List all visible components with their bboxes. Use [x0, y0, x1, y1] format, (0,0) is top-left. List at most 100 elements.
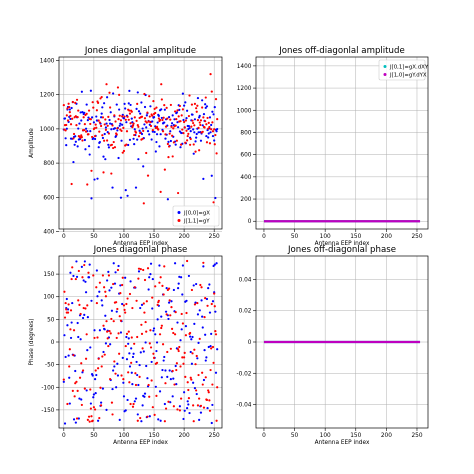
data-point	[146, 377, 149, 380]
data-point	[215, 152, 218, 155]
data-point	[195, 282, 198, 286]
data-point	[125, 143, 128, 146]
data-point	[93, 127, 96, 130]
data-point	[122, 149, 126, 153]
data-point	[71, 301, 74, 305]
data-point	[191, 335, 194, 339]
data-point	[203, 316, 206, 319]
data-point	[137, 135, 141, 138]
data-point	[134, 372, 137, 375]
data-point	[181, 264, 184, 267]
data-point	[98, 281, 101, 284]
data-point	[178, 108, 181, 111]
data-point	[211, 383, 214, 386]
data-point	[87, 415, 91, 418]
data-point	[134, 186, 138, 189]
x-tick-label: 100	[320, 234, 331, 240]
data-point	[151, 296, 154, 299]
data-point	[143, 395, 146, 398]
x-tick-label: 150	[148, 234, 159, 240]
data-point	[179, 365, 182, 368]
data-point	[116, 268, 120, 272]
data-point	[136, 419, 139, 422]
data-point	[163, 402, 166, 406]
data-point	[206, 116, 209, 120]
data-point	[77, 335, 80, 339]
y-axis-label: Amplitude	[29, 128, 35, 158]
data-point	[63, 290, 66, 293]
data-point	[214, 133, 217, 137]
data-point	[66, 107, 69, 110]
data-point	[143, 105, 147, 109]
data-point	[109, 106, 112, 109]
data-point	[154, 150, 157, 153]
data-point	[74, 115, 77, 118]
data-point	[103, 132, 106, 136]
data-point	[188, 94, 191, 97]
data-point	[204, 333, 207, 336]
data-point	[189, 137, 192, 141]
data-point	[166, 375, 169, 378]
y-tick-label: 0.04	[239, 277, 252, 283]
data-point	[97, 367, 100, 370]
data-point	[194, 301, 197, 304]
data-point	[178, 405, 181, 408]
data-point	[137, 158, 140, 161]
data-point	[169, 118, 172, 121]
data-point	[107, 146, 111, 149]
data-point	[72, 132, 76, 136]
data-point	[74, 101, 77, 104]
data-point	[104, 126, 108, 129]
data-point	[140, 420, 143, 423]
data-point	[214, 98, 218, 101]
data-point	[173, 383, 176, 386]
data-point	[75, 98, 79, 101]
data-point	[71, 117, 74, 120]
data-point	[81, 371, 84, 374]
data-point	[176, 126, 180, 129]
data-point	[123, 115, 126, 118]
data-point	[83, 122, 86, 126]
data-point	[139, 112, 142, 115]
data-point	[100, 112, 103, 115]
data-point	[124, 344, 127, 348]
data-point	[74, 421, 77, 424]
data-point	[146, 111, 149, 114]
data-point	[208, 311, 212, 314]
data-point	[70, 182, 73, 186]
data-point	[182, 132, 185, 135]
data-point	[78, 376, 82, 379]
data-point	[174, 143, 177, 146]
data-point	[98, 329, 101, 332]
data-point	[207, 391, 210, 394]
data-point	[115, 336, 118, 340]
data-point	[98, 290, 101, 293]
data-point	[202, 113, 206, 116]
data-point	[180, 276, 183, 279]
data-point	[193, 124, 196, 127]
data-point	[167, 400, 170, 403]
data-point	[149, 273, 152, 276]
data-point	[117, 264, 120, 268]
data-point	[133, 143, 136, 146]
data-point	[183, 120, 186, 124]
data-point	[155, 106, 158, 109]
data-point	[213, 305, 216, 308]
data-point	[122, 117, 126, 120]
data-point	[112, 140, 115, 144]
data-point	[164, 382, 167, 385]
data-point	[193, 348, 196, 351]
data-point	[195, 132, 198, 136]
data-point	[63, 316, 67, 319]
data-point	[96, 336, 99, 339]
data-point	[91, 419, 94, 422]
data-point	[89, 118, 92, 121]
data-point	[83, 260, 86, 263]
y-tick-label: 50	[47, 317, 55, 323]
data-point	[152, 115, 156, 119]
data-point	[160, 83, 163, 86]
data-point	[93, 378, 97, 381]
data-point	[139, 306, 142, 310]
data-point	[146, 174, 150, 177]
data-point	[76, 389, 79, 392]
